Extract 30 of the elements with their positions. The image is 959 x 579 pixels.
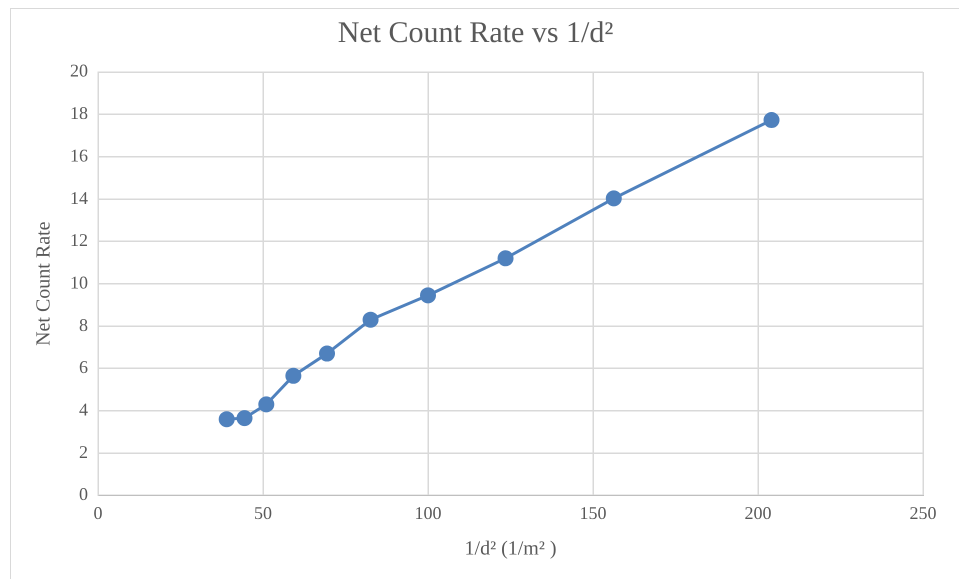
x-axis-title: 1/d² (1/m² ) — [464, 537, 556, 560]
x-tick-label: 250 — [910, 502, 936, 523]
y-axis-title: Net Count Rate — [32, 221, 54, 346]
y-tick-label: 14 — [70, 188, 88, 208]
x-tick-label: 50 — [254, 502, 272, 523]
x-tick-label: 200 — [744, 502, 772, 523]
y-tick-label: 8 — [79, 314, 88, 335]
y-tick-label: 18 — [70, 103, 88, 124]
point — [606, 190, 622, 206]
point — [319, 346, 336, 362]
point — [236, 410, 253, 426]
point — [764, 112, 780, 128]
point — [362, 312, 379, 328]
point — [258, 396, 274, 412]
y-tick-label: 10 — [70, 272, 88, 292]
y-tick-label: 4 — [79, 399, 88, 420]
chart-title: Net Count Rate vs 1/d² — [338, 16, 614, 49]
x-tick-label: 100 — [414, 502, 442, 523]
y-tick-label: 12 — [70, 230, 88, 250]
x-tick-label: 0 — [94, 502, 102, 523]
point — [420, 287, 436, 304]
y-tick-label: 2 — [79, 442, 88, 462]
y-tick-label: 20 — [70, 60, 88, 81]
y-tick-label: 0 — [79, 484, 88, 504]
y-tick-label: 16 — [70, 145, 88, 166]
y-tick-label: 6 — [79, 357, 88, 378]
point — [218, 411, 235, 428]
point — [498, 250, 514, 266]
x-tick-label: 150 — [580, 502, 606, 523]
point — [285, 368, 302, 384]
